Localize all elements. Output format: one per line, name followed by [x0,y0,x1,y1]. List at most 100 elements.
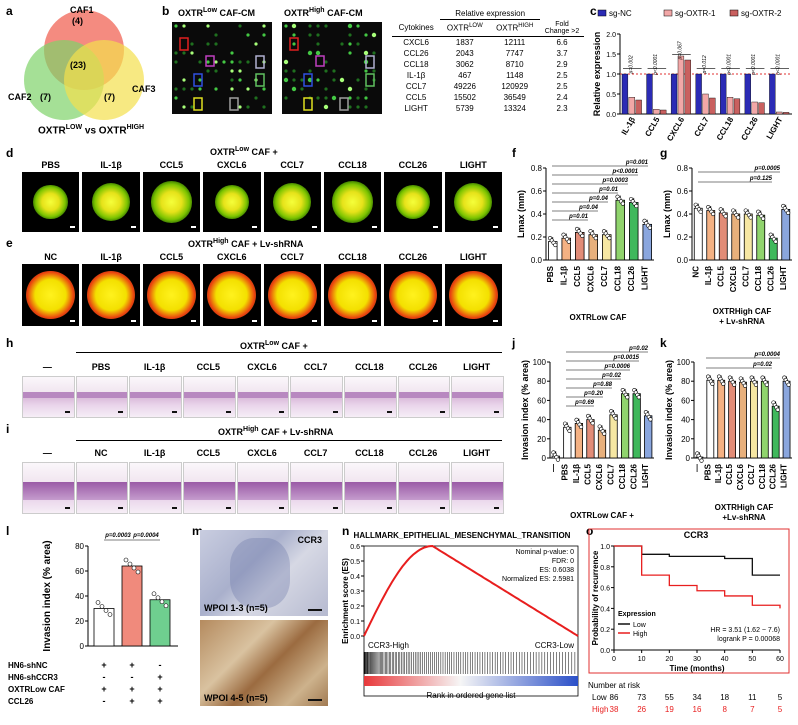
table-header-high: OXTRHIGH [489,20,540,37]
data-point [159,599,165,605]
micrograph [444,172,502,232]
table-header-fold: Fold Change >2 [544,20,580,35]
treatment-mark: - [131,672,134,682]
data-point [163,603,169,609]
table-cell: 12111 [504,37,526,47]
micrograph [263,172,321,232]
p-value: p=0.001 [625,160,649,166]
scale-bar [493,507,499,509]
array-spot [332,78,336,82]
tissue-layer [130,392,181,398]
logrank-p: logrank P = 0.00068 [717,636,780,643]
x-tick-label: 20 [665,656,673,663]
spheroid [26,270,76,320]
array-spot [364,69,368,73]
legend-label: sg-OXTR-2 [741,9,782,18]
array-spot [316,96,320,100]
table-cell: 15502 [453,92,476,102]
panel-label-j: j [512,336,516,350]
array-spot [284,69,288,73]
image-label: PBS [91,362,111,372]
y-tick-label: 40 [681,416,690,425]
risk-low-count: 5 [778,693,783,702]
p-value: p<0.0001 [727,54,733,76]
chart-c: 0.0 0.5 1.0 1.5 2.0 Relative expression sg-NC s… [592,9,792,143]
y-tick-label: 1.0 [606,72,616,79]
bar [743,213,753,261]
x-tick-label: CCL5 [583,463,592,484]
bar [693,207,703,261]
treatment-mark: + [129,696,134,706]
data-point [634,203,639,209]
x-tick-label: CCL26 [739,115,760,142]
data-point [773,239,778,244]
table-header-group: Relative expression [440,8,540,20]
x-tick-label: IL-1β [572,464,581,483]
array-spot [206,42,210,46]
micrograph [203,264,261,326]
table-cell: 2043 [455,48,474,58]
array-spot [292,42,296,46]
data-point [786,382,791,387]
y-tick-label: 80 [75,542,84,551]
array-spot [284,24,288,28]
tissue-layer [237,482,289,500]
scale-bar [70,226,76,228]
x-tick-label: CCL7 [747,463,756,484]
array-right-title: OXTRHigh CAF-CM [284,7,363,18]
image-label: CCL18 [338,252,367,262]
micrograph [22,462,75,514]
panel-d-title-a: OXTR [210,147,236,157]
table-cell: 2.3 [556,103,568,113]
y-tick-label: 0.4 [677,210,689,219]
table-header-empty2 [540,8,584,20]
array-spot [198,87,202,91]
micrograph [263,264,321,326]
panel-i-title-sup: High [243,426,259,433]
ihc-image-bottom: WPOI 4-5 (n=5) [200,620,328,706]
image-label: CCL7 [280,252,304,262]
data-point [648,417,653,422]
spheroid [328,270,377,320]
scale-bar [332,411,338,413]
micrograph [290,462,343,514]
data-point [99,604,105,609]
panel-h-title-b: CAF + [279,341,308,351]
array-spot [291,23,297,29]
table-row: CCL26 2043 7747 3.7 [392,48,584,59]
x-tick-label: — [549,464,558,472]
bar [586,419,595,459]
cytokine-array-high [282,22,382,114]
x-tick-label: CCL7 [692,115,711,138]
data-point [764,382,769,387]
array-spot [371,32,377,38]
risk-high-count: 38 [610,705,619,714]
table-cell: 1837 [455,37,474,47]
table-cell: 8710 [505,59,524,69]
enrichment-curve [363,544,579,637]
tissue-layer [76,392,128,398]
micrograph [22,264,80,326]
treatment-mark: + [101,660,106,670]
spheroid [273,183,312,221]
data-point [555,457,561,462]
p-value: p=0.20 [583,391,604,397]
array-spot [364,33,368,37]
image-label: CXCL6 [247,362,277,372]
image-label: CXCL6 [217,160,247,170]
scale-bar [70,320,76,322]
data-point [123,557,129,563]
bar [677,55,685,115]
array-spot [308,24,312,28]
legend-high: High [633,631,648,638]
scale-bar [372,226,378,228]
x-tick-label: CCL18 [758,463,767,489]
data-point [131,565,137,571]
table-cell: CCL18 [403,59,429,69]
bar [782,112,790,115]
p-value: p=0.04 [578,205,599,211]
array-spot [174,96,178,100]
array-spot [356,105,360,109]
scale-bar [225,507,231,509]
tissue-layer [76,482,128,500]
